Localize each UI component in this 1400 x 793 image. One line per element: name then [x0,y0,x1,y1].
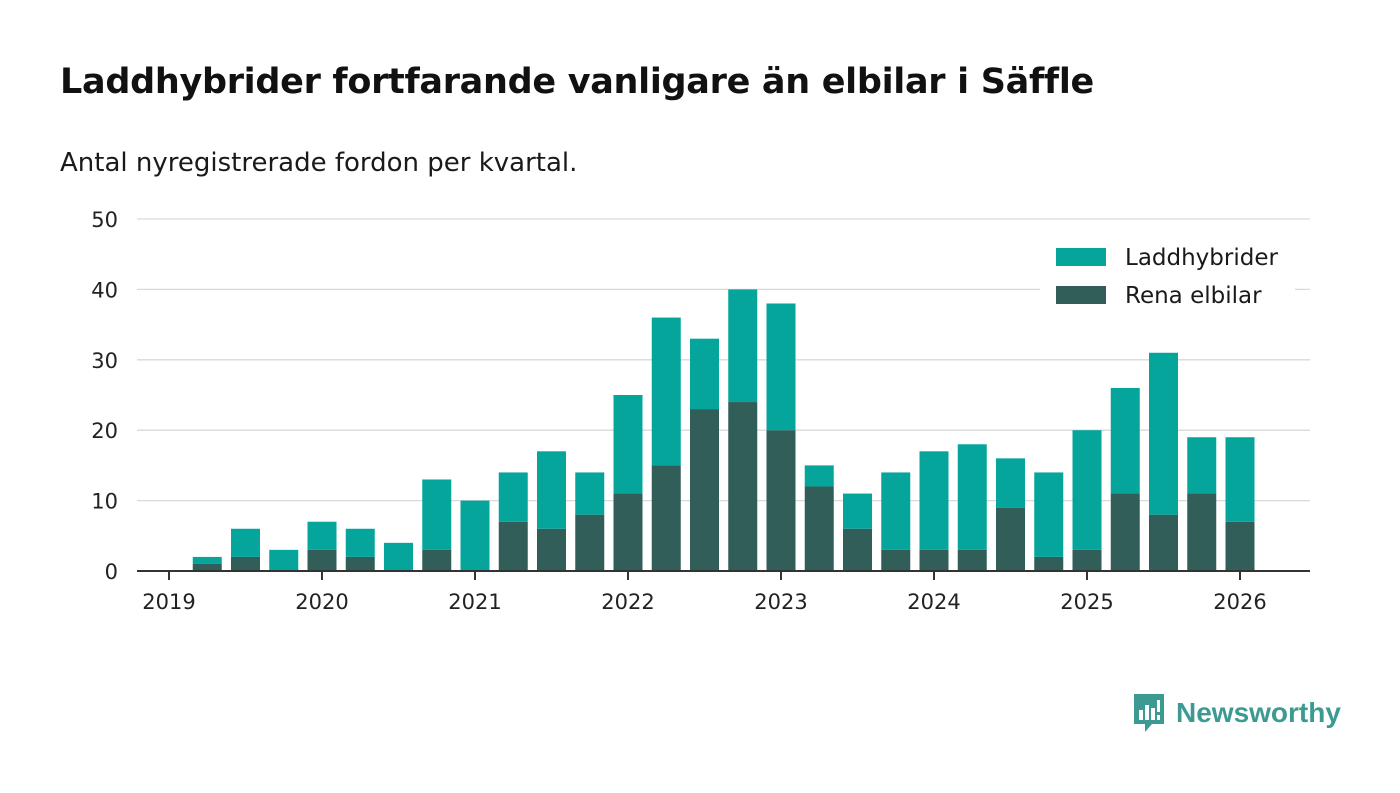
bar-rena-elbilar-2022-Q2 [651,465,681,571]
brand-logo: Newsworthy [1132,692,1341,734]
bar-rena-elbilar-2024-Q3 [996,507,1025,571]
bar-rena-elbilar-2021-Q2 [498,521,528,571]
bar-rena-elbilar-2022-Q4 [728,402,758,571]
bar-laddhybrider-2025-Q4 [1187,437,1217,494]
bar-rena-elbilar-2024-Q1 [919,549,949,571]
y-tick-label: 50 [91,208,118,232]
newsworthy-logo-icon [1134,694,1164,732]
bar-rena-elbilar-2025-Q4 [1187,493,1217,571]
bar-laddhybrider-2024-Q3 [996,458,1025,508]
bar-laddhybrider-2019-Q4 [269,549,299,571]
y-axis-ticks: 0 10 20 30 40 50 [91,208,118,584]
bar-rena-elbilar-2025-Q1 [1072,549,1102,571]
legend-label: Laddhybrider [1125,245,1278,271]
bar-laddhybrider-2024-Q4 [1034,472,1064,557]
bar-rena-elbilar-2021-Q3 [537,528,566,571]
bar-laddhybrider-2024-Q2 [957,444,987,550]
chart-subtitle: Antal nyregistrerade fordon per kvartal. [60,148,578,178]
bar-laddhybrider-2020-Q1 [307,521,337,550]
x-tick-label: 2023 [754,590,807,614]
bars [192,289,1255,571]
bar-laddhybrider-2021-Q2 [498,472,528,522]
bar-rena-elbilar-2024-Q2 [957,549,987,571]
bar-rena-elbilar-2025-Q2 [1110,493,1140,571]
legend-label: Rena elbilar [1125,283,1262,309]
bar-laddhybrider-2019-Q3 [231,528,260,557]
x-tick-label: 2025 [1060,590,1113,614]
bar-rena-elbilar-2019-Q3 [231,556,260,571]
bar-laddhybrider-2024-Q1 [919,451,949,550]
bar-rena-elbilar-2020-Q1 [307,549,337,571]
bar-rena-elbilar-2019-Q2 [192,563,222,571]
bar-rena-elbilar-2021-Q4 [575,514,605,571]
bar-laddhybrider-2023-Q4 [881,472,911,550]
bar-laddhybrider-2021-Q4 [575,472,605,515]
y-tick-label: 0 [105,560,118,584]
bar-rena-elbilar-2022-Q3 [690,409,719,571]
x-tick-label: 2020 [295,590,348,614]
bar-laddhybrider-2021-Q3 [537,451,566,529]
y-tick-label: 40 [91,278,118,302]
x-tick-label: 2024 [907,590,960,614]
brand-name: Newsworthy [1176,697,1341,728]
bar-laddhybrider-2022-Q2 [651,317,681,466]
bar-rena-elbilar-2020-Q2 [345,556,375,571]
bar-rena-elbilar-2022-Q1 [613,493,643,571]
bar-rena-elbilar-2020-Q4 [422,549,452,571]
bar-laddhybrider-2026-Q1 [1225,437,1255,522]
bar-rena-elbilar-2024-Q4 [1034,556,1064,571]
bar-rena-elbilar-2025-Q3 [1149,514,1178,571]
bar-rena-elbilar-2026-Q1 [1225,521,1255,571]
bar-laddhybrider-2025-Q1 [1072,430,1102,550]
x-tick-label: 2021 [448,590,501,614]
bar-laddhybrider-2025-Q3 [1149,352,1178,515]
bar-rena-elbilar-2023-Q3 [843,528,872,571]
bar-laddhybrider-2023-Q2 [804,465,834,487]
x-tick-label: 2022 [601,590,654,614]
bar-laddhybrider-2020-Q4 [422,479,452,550]
bar-laddhybrider-2022-Q4 [728,289,758,403]
y-tick-label: 20 [91,419,118,443]
legend: Laddhybrider Rena elbilar [1040,240,1295,316]
x-tick-label: 2026 [1213,590,1266,614]
bar-rena-elbilar-2023-Q2 [804,486,834,571]
bar-laddhybrider-2020-Q2 [345,528,375,557]
bar-laddhybrider-2019-Q2 [192,556,222,564]
bar-laddhybrider-2025-Q2 [1110,387,1140,494]
bar-rena-elbilar-2023-Q4 [881,549,911,571]
bar-laddhybrider-2023-Q1 [766,303,796,431]
x-tick-label: 2019 [142,590,195,614]
y-tick-label: 10 [91,490,118,514]
y-tick-label: 30 [91,349,118,373]
bar-laddhybrider-2020-Q3 [384,542,413,571]
chart-title: Laddhybrider fortfarande vanligare än el… [60,62,1094,102]
bar-laddhybrider-2022-Q3 [690,338,719,410]
x-axis-ticks: 2019 2020 2021 2022 2023 2024 2025 2026 [142,571,1267,614]
legend-swatch-laddhybrider [1056,248,1106,266]
legend-swatch-rena-elbilar [1056,286,1106,304]
bar-laddhybrider-2023-Q3 [843,493,872,529]
bar-rena-elbilar-2023-Q1 [766,430,796,571]
bar-laddhybrider-2021-Q1 [460,500,490,571]
bar-laddhybrider-2022-Q1 [613,395,643,494]
